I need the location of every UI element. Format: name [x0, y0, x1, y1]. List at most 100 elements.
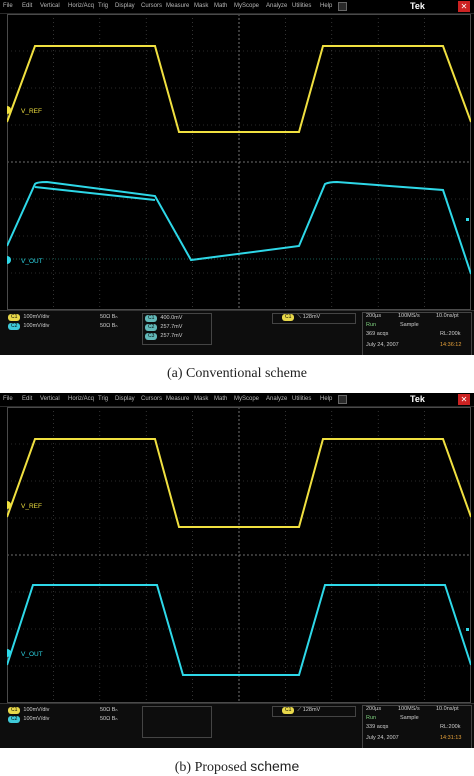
ch1-marker-icon[interactable]: [7, 501, 11, 509]
time: 14:36:12: [440, 342, 462, 348]
measurement-2: C2 257.7mV: [145, 324, 182, 331]
ch2-waveform: [7, 584, 471, 676]
waveform-graticule: V_REF V_OUT: [7, 407, 471, 703]
ch2-scale: 100mV/div: [23, 323, 50, 329]
menu-measure[interactable]: Measure: [166, 3, 190, 9]
readout-panel: C1 100mV/div 50Ω Bₙ C2 100mV/div 50Ω Bₙ C1…: [0, 310, 474, 355]
run-status: Run: [366, 715, 377, 721]
time: 14:31:13: [440, 735, 462, 741]
menu-edit[interactable]: Edit: [22, 396, 33, 402]
timebase-box: [362, 705, 472, 748]
ch1-tag[interactable]: C1: [8, 314, 21, 321]
trigger-box: [272, 706, 356, 717]
menu-cursors[interactable]: Cursors: [141, 396, 163, 402]
ch1-waveform: [7, 438, 471, 528]
ch2-scale: 100mV/div: [23, 716, 50, 722]
ch2-marker-icon[interactable]: [7, 256, 11, 264]
menu-mask[interactable]: Mask: [194, 3, 209, 9]
measurement-1: C1 400.0mV: [145, 315, 182, 322]
ch2-tag[interactable]: C2: [8, 716, 21, 723]
brand-logo: Tek: [410, 1, 425, 11]
ch2-right-marker: [466, 628, 469, 631]
menu-vertical[interactable]: Vertical: [40, 396, 60, 402]
menu-math[interactable]: Math: [214, 396, 228, 402]
menu-measure[interactable]: Measure: [166, 396, 190, 402]
ch2-waveform: [7, 180, 471, 275]
close-icon[interactable]: ✕: [458, 394, 470, 405]
menu-analyze[interactable]: Analyze: [266, 396, 288, 402]
timebase-box: [362, 312, 472, 355]
trigger-readout[interactable]: C1 ⟋ 128mV: [282, 707, 320, 714]
graticule-border: [7, 14, 471, 310]
menu-bar: File Edit Vertical Horiz/Acq Trig Displa…: [0, 0, 474, 14]
menu-utilities[interactable]: Utilities: [292, 396, 312, 402]
readout-panel: C1 100mV/div 50Ω Bₙ C2 100mV/div 50Ω Bₙ C1…: [0, 703, 474, 748]
trigger-readout[interactable]: C1 ⟍ 128mV: [282, 314, 320, 321]
waveform-graticule: V_REF V_OUT: [7, 14, 471, 310]
close-icon[interactable]: ✕: [458, 1, 470, 12]
ch1-scale: 100mV/div: [23, 707, 50, 713]
menu-file[interactable]: File: [3, 3, 13, 9]
ch1-impedance: 50Ω Bₙ: [100, 707, 118, 713]
menu-horiz-acq[interactable]: Horiz/Acq: [68, 3, 95, 9]
menu-analyze[interactable]: Analyze: [266, 3, 288, 9]
time-per-div: 200µs: [366, 706, 382, 712]
menu-vertical[interactable]: Vertical: [40, 3, 60, 9]
sample-rate: 100MS/s: [398, 313, 420, 319]
menu-mask[interactable]: Mask: [194, 396, 209, 402]
system-icon[interactable]: [338, 395, 347, 404]
menu-edit[interactable]: Edit: [22, 3, 33, 9]
acq-count: 339 acqs: [366, 724, 389, 730]
menu-bar: File Edit Vertical Horiz/Acq Trig Displa…: [0, 393, 474, 407]
ch2-marker-icon[interactable]: [7, 649, 11, 657]
resolution: 10.0ns/pt: [436, 706, 459, 712]
menu-cursors[interactable]: Cursors: [141, 3, 163, 9]
ch1-marker-icon[interactable]: [7, 106, 11, 114]
center-axis-ticks: [7, 14, 471, 310]
measurement-3: C3 257.7mV: [145, 333, 182, 340]
graticule-border: [7, 407, 471, 703]
menu-utilities[interactable]: Utilities: [292, 3, 312, 9]
menu-file[interactable]: File: [3, 396, 13, 402]
menu-myscope[interactable]: MyScope: [234, 396, 260, 402]
ch1-waveform: [7, 45, 471, 133]
menu-myscope[interactable]: MyScope: [234, 3, 260, 9]
measurement-box: [142, 706, 212, 738]
menu-display[interactable]: Display: [115, 396, 135, 402]
system-icon[interactable]: [338, 2, 347, 11]
ch2-scale-readout: C2 100mV/div: [8, 716, 49, 723]
ch2-scale-readout: C2 100mV/div: [8, 323, 49, 330]
acq-mode: Sample: [400, 715, 419, 721]
measurement-box: [142, 313, 212, 345]
ch2-impedance: 50Ω Bₙ: [100, 716, 118, 722]
acq-count: 369 acqs: [366, 331, 389, 337]
ch2-right-marker: [466, 218, 469, 221]
record-length: RL:200k: [440, 724, 461, 730]
date: July 24, 2007: [366, 735, 399, 741]
resolution: 10.0ns/pt: [436, 313, 459, 319]
record-length: RL:200k: [440, 331, 461, 337]
ch1-impedance: 50Ω Bₙ: [100, 314, 118, 320]
ch1-scale-readout: C1 100mV/div: [8, 314, 49, 321]
ch2-trace-label: V_OUT: [21, 258, 43, 265]
menu-display[interactable]: Display: [115, 3, 135, 9]
caption-b: (b) Proposed scheme: [0, 758, 474, 776]
sample-rate: 100MS/s: [398, 706, 420, 712]
ch1-scale: 100mV/div: [23, 314, 50, 320]
ch1-tag[interactable]: C1: [8, 707, 21, 714]
ch1-trace-label: V_REF: [21, 503, 42, 510]
ch2-tag[interactable]: C2: [8, 323, 21, 330]
caption-b-main: (b) Proposed: [174, 760, 251, 775]
acq-mode: Sample: [400, 322, 419, 328]
ch2-impedance: 50Ω Bₙ: [100, 323, 118, 329]
menu-trig[interactable]: Trig: [98, 3, 109, 9]
menu-math[interactable]: Math: [214, 3, 228, 9]
ch2-trace-label: V_OUT: [21, 651, 43, 658]
brand-logo: Tek: [410, 394, 425, 404]
caption-a: (a) Conventional scheme: [167, 366, 307, 381]
menu-trig[interactable]: Trig: [98, 396, 109, 402]
menu-help[interactable]: Help: [320, 3, 333, 9]
trigger-box: [272, 313, 356, 324]
menu-horiz-acq[interactable]: Horiz/Acq: [68, 396, 95, 402]
menu-help[interactable]: Help: [320, 396, 333, 402]
